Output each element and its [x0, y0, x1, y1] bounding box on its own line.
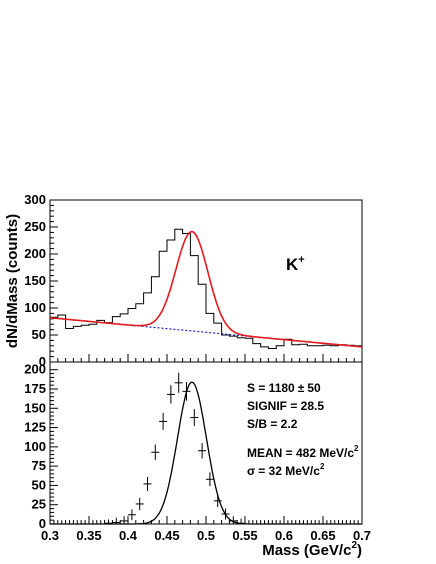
histogram-bars: [50, 228, 362, 349]
stat-sb: S/B = 2.2: [247, 417, 298, 431]
particle-label-base: K: [286, 255, 299, 274]
x-axis-title: Mass (GeV/c2): [262, 540, 362, 559]
stat-sigma: σ = 32 MeV/c2: [247, 462, 325, 478]
bottom-y-tick-label: 100: [24, 439, 46, 454]
top-histogram: [50, 228, 362, 349]
particle-label: K+: [286, 254, 305, 274]
top-y-tick-label: 50: [32, 327, 46, 342]
stats-box: S = 1180 ±50 SIGNIF = 28.5 S/B = 2.2 MEAN…: [247, 381, 359, 478]
bottom-y-ticks: 0 25 50 75 100 125 150 175 200: [24, 362, 58, 531]
stat-mean: MEAN = 482 MeV/c2: [247, 444, 359, 460]
data-point: [151, 444, 160, 460]
stat-mean-value: MEAN = 482 MeV/c: [247, 446, 354, 460]
stat-sigma-symbol: σ: [247, 464, 255, 478]
top-y-ticks: 0 50 100 150 200 250 300: [24, 192, 363, 369]
top-y-tick-label: 150: [24, 273, 46, 288]
top-frame: [49, 199, 363, 363]
bottom-x-ticks: 0.3 0.35 0.4 0.45 0.5 0.55 0.6 0.65 0.7: [41, 516, 371, 543]
particle-label-sup: +: [298, 254, 304, 266]
data-point: [120, 516, 129, 524]
data-point: [166, 385, 175, 404]
top-fit-curves: [49, 230, 363, 348]
top-panel: 0 50 100 150 200 250 300 dN/dMass (counts) K+: [4, 192, 363, 369]
bottom-x-tick-label: 0.7: [353, 528, 371, 543]
bottom-y-tick-label: 75: [32, 458, 46, 473]
bottom-x-tick-label: 0.35: [76, 528, 101, 543]
data-point: [205, 472, 214, 487]
data-point: [198, 443, 207, 459]
x-axis-title-sup: 2: [351, 540, 357, 551]
signal-fit-curve: [49, 230, 363, 348]
top-y-tick-label: 0: [39, 354, 46, 369]
data-point: [174, 372, 183, 393]
bottom-y-tick-label: 25: [32, 497, 46, 512]
bottom-x-tick-label: 0.3: [41, 528, 59, 543]
stat-signal: S = 1180 ±50: [247, 381, 321, 395]
bottom-y-tick-label: 150: [24, 400, 46, 415]
data-point: [112, 517, 121, 524]
bottom-y-tick-label: 125: [24, 420, 46, 435]
bottom-y-tick-label: 0: [39, 516, 46, 531]
top-y-tick-label: 300: [24, 192, 46, 207]
top-y-tick-label: 100: [24, 300, 46, 315]
data-point: [127, 509, 136, 521]
data-point: [190, 409, 199, 427]
bottom-y-tick-label: 50: [32, 477, 46, 492]
bottom-y-tick-label: 200: [24, 362, 46, 377]
top-y-tick-label: 200: [24, 246, 46, 261]
stat-sigma-sup: 2: [320, 462, 325, 471]
bottom-x-tick-label: 0.45: [154, 528, 179, 543]
data-point: [159, 412, 168, 430]
data-point: [229, 516, 238, 524]
bottom-x-tick-label: 0.6: [275, 528, 293, 543]
stat-signal-value: S = 1180: [247, 381, 295, 395]
bottom-x-tick-label: 0.65: [310, 528, 335, 543]
x-axis-title-base: Mass (GeV/c: [262, 542, 351, 559]
bottom-fit-curve: [50, 381, 362, 525]
y-axis-title: dN/dMass (counts): [4, 214, 21, 348]
bottom-x-tick-label: 0.4: [119, 528, 138, 543]
bottom-x-tick-label: 0.55: [232, 528, 257, 543]
bottom-y-tick-label: 175: [24, 381, 46, 396]
x-axis-title-end: ): [357, 542, 362, 559]
data-point: [143, 476, 152, 491]
bottom-panel: 0 25 50 75 100 125 150 175 200 0.3 0.35 0.4 0.45 0.5…: [24, 361, 371, 559]
bottom-x-tick-label: 0.5: [197, 528, 215, 543]
gaussian-fit-curve: [50, 381, 362, 525]
stat-sigma-value: = 32 MeV/c: [258, 464, 320, 478]
stat-signal-err: 50: [307, 381, 321, 395]
stat-signif: SIGNIF = 28.5: [247, 399, 324, 413]
top-y-tick-label: 250: [24, 219, 46, 234]
stat-signal-pm: ±: [298, 381, 305, 395]
data-point: [135, 497, 144, 511]
data-point: [104, 519, 113, 524]
stat-mean-sup: 2: [354, 444, 359, 453]
